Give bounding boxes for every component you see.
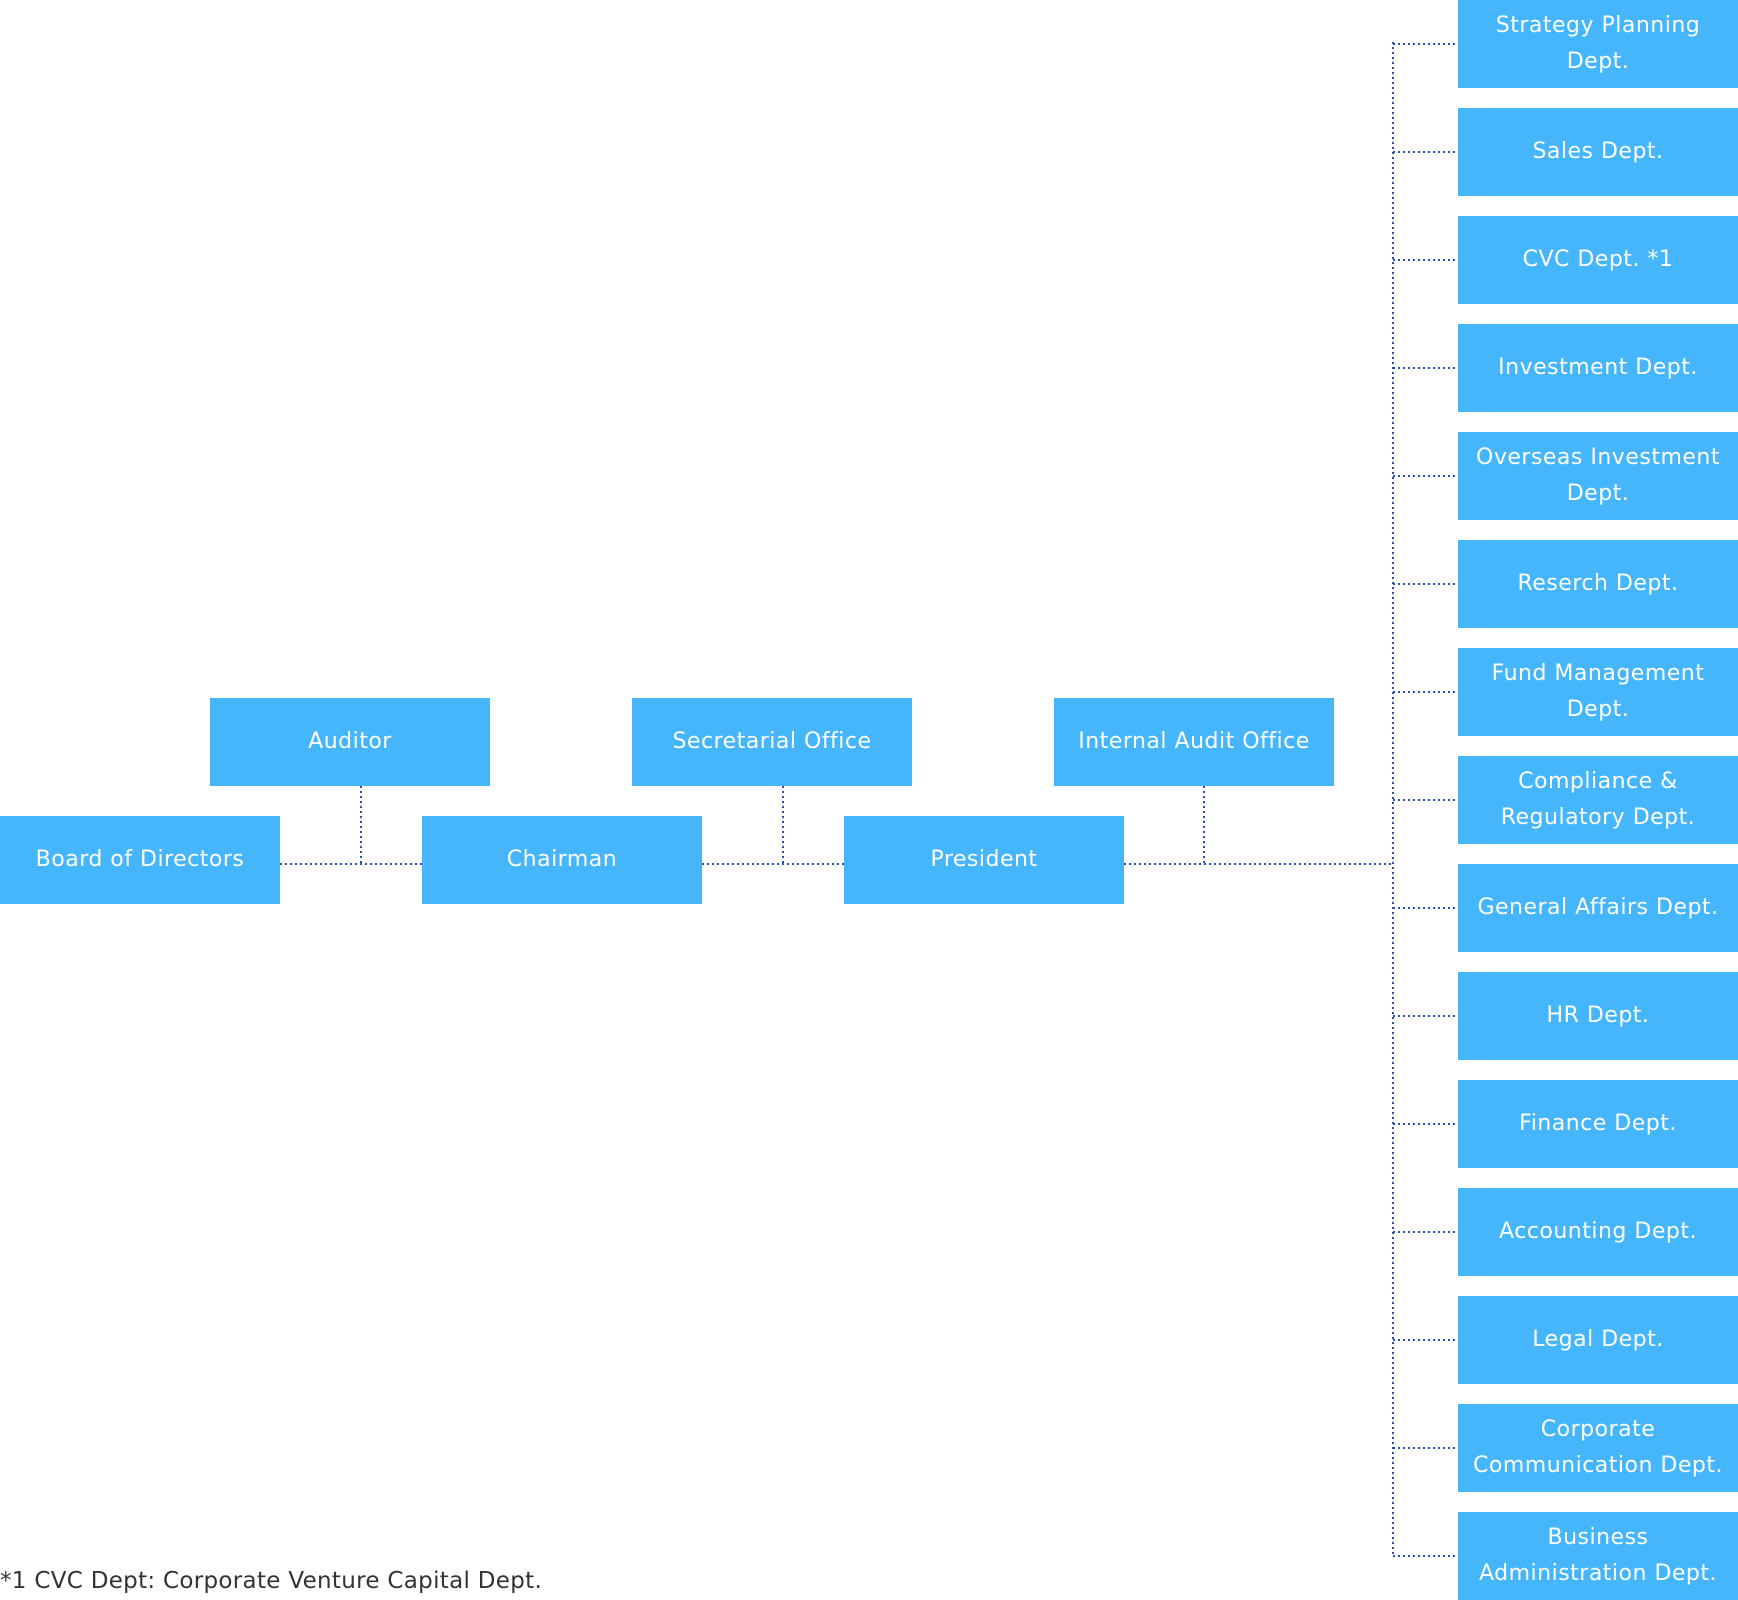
- department-label: Finance Dept.: [1519, 1111, 1677, 1136]
- auditor-label: Auditor: [308, 729, 392, 754]
- auditor-box: Auditor: [210, 698, 490, 786]
- department-box: Strategy Planning Dept.: [1458, 0, 1738, 88]
- department-box: Investment Dept.: [1458, 324, 1738, 412]
- footnote: *1 CVC Dept: Corporate Venture Capital D…: [0, 1568, 543, 1594]
- department-label: Strategy Planning Dept.: [1495, 13, 1701, 74]
- department-label: Corporate Communication Dept.: [1473, 1417, 1723, 1478]
- department-box: Business Administration Dept.: [1458, 1512, 1738, 1600]
- department-box: Compliance & Regulatory Dept.: [1458, 756, 1738, 844]
- department-box: Fund Management Dept.: [1458, 648, 1738, 736]
- chairman-label: Chairman: [506, 847, 618, 872]
- department-label: Reserch Dept.: [1517, 571, 1679, 596]
- department-box: General Affairs Dept.: [1458, 864, 1738, 952]
- department-label: Accounting Dept.: [1499, 1219, 1697, 1244]
- chairman-box: Chairman: [422, 816, 702, 904]
- department-label: Investment Dept.: [1498, 355, 1698, 380]
- department-box: Sales Dept.: [1458, 108, 1738, 196]
- department-box: Legal Dept.: [1458, 1296, 1738, 1384]
- president-label: President: [930, 847, 1038, 872]
- department-label: Compliance & Regulatory Dept.: [1500, 769, 1696, 830]
- department-label: Fund Management Dept.: [1491, 661, 1705, 722]
- department-label: Sales Dept.: [1532, 139, 1664, 164]
- department-label: Business Administration Dept.: [1478, 1525, 1718, 1586]
- department-label: CVC Dept. *1: [1522, 247, 1674, 272]
- internal-audit-office-label: Internal Audit Office: [1078, 729, 1310, 754]
- department-box: HR Dept.: [1458, 972, 1738, 1060]
- connector-department-branches: [1393, 43, 1458, 1557]
- department-box: Corporate Communication Dept.: [1458, 1404, 1738, 1492]
- board-of-directors-label: Board of Directors: [35, 847, 245, 872]
- department-box: Finance Dept.: [1458, 1080, 1738, 1168]
- department-box: Reserch Dept.: [1458, 540, 1738, 628]
- department-label: Overseas Investment Dept.: [1476, 445, 1720, 506]
- secretarial-office-box: Secretarial Office: [632, 698, 912, 786]
- department-box: Accounting Dept.: [1458, 1188, 1738, 1276]
- department-box: Overseas Investment Dept.: [1458, 432, 1738, 520]
- department-label: HR Dept.: [1546, 1003, 1650, 1028]
- secretarial-office-label: Secretarial Office: [672, 729, 872, 754]
- department-label: General Affairs Dept.: [1477, 895, 1719, 920]
- department-label: Legal Dept.: [1532, 1327, 1664, 1352]
- internal-audit-office-box: Internal Audit Office: [1054, 698, 1334, 786]
- president-box: President: [844, 816, 1124, 904]
- department-box: CVC Dept. *1: [1458, 216, 1738, 304]
- board-of-directors-box: Board of Directors: [0, 816, 280, 904]
